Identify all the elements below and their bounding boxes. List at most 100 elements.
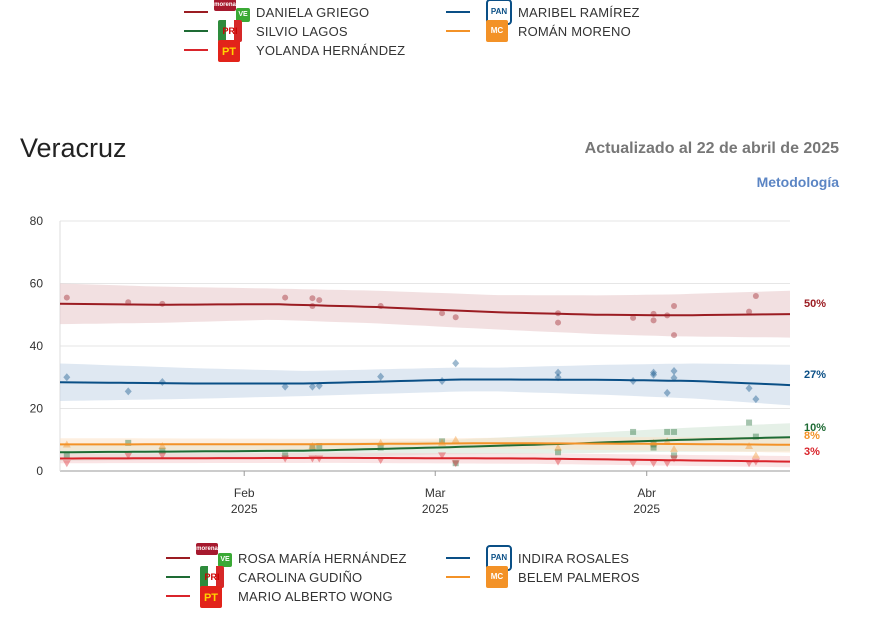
poll-point [282,452,289,459]
y-tick-label: 0 [36,464,43,478]
legend-item-mario-alberto-wong[interactable]: PT MARIO ALBERTO WONG [166,586,393,608]
trend-line-pri [59,436,791,454]
trend-line-morena [59,302,791,317]
party-logos: morena VE [196,543,232,567]
poll-point [663,460,672,468]
end-label-pt: 3% [804,446,820,458]
confidence-band-pan [60,363,790,406]
legend-line [184,49,208,51]
y-tick-label: 40 [30,339,44,353]
poll-point [670,455,679,463]
poll-point [554,458,563,466]
poll-point [629,460,638,468]
poll-point [309,295,316,302]
legend-item-roman-moreno[interactable]: MC ROMÁN MORENO [446,20,631,42]
legend-item-silvio-lagos[interactable]: PRI SILVIO LAGOS [184,20,348,42]
poll-point [752,433,759,440]
poll-point [125,439,132,446]
legend-item-yolanda-hernandez[interactable]: PT YOLANDA HERNÁNDEZ [184,40,405,62]
trend-line-pan [59,378,791,387]
confidence-band-mc [60,436,790,453]
poll-point [451,460,460,468]
legend-line [446,576,470,578]
legend-item-daniela-griego[interactable]: morena VE DANIELA GRIEGO [184,0,369,22]
poll-point [308,382,316,391]
party-logos: PRI [214,20,250,42]
pvem-logo: VE [218,553,232,567]
legend-label: SILVIO LAGOS [256,23,348,39]
poll-point [746,419,753,426]
y-tick-label: 60 [30,277,44,291]
poll-point [452,314,459,321]
end-label-pri: 10% [804,422,826,434]
party-logos: morena VE [214,0,250,22]
x-tick-year: 2025 [231,502,258,516]
poll-point [650,444,657,451]
legend-item-carolina-gudino[interactable]: PRI CAROLINA GUDIÑO [166,566,363,588]
legend-line [184,11,208,13]
poll-point [555,449,562,456]
legend-line [166,595,190,597]
updated-date: Actualizado al 22 de abril de 2025 [584,140,839,157]
end-label-mc: 8% [804,430,820,442]
y-tick-label: 80 [30,214,44,228]
poll-point [649,460,658,468]
poll-point [630,428,637,435]
poll-point [281,382,289,391]
pvem-logo: VE [236,8,250,22]
poll-point [751,451,760,459]
poll-point [671,303,678,309]
end-label-morena: 50% [804,298,826,310]
poll-point [308,442,317,449]
poll-point [650,370,658,379]
poll-point [124,452,133,460]
poll-point [63,452,70,459]
confidence-band-morena [60,283,790,338]
poll-point [663,388,671,397]
party-logos: MC [476,566,512,588]
poll-point [124,387,132,396]
poll-point [377,444,384,451]
legend-label: ROSA MARÍA HERNÁNDEZ [238,550,407,566]
legend-label: MARIO ALBERTO WONG [238,588,393,604]
legend-line [166,557,190,559]
party-logos: PRI [196,566,232,588]
poll-chart: 0 20 40 60 80 Feb 2025 Mar 2025 Abr 2025 50% 27% 10%8… [30,214,827,516]
y-tick-label: 20 [30,402,44,416]
poll-point [752,395,760,404]
legend-label: ROMÁN MORENO [518,23,631,39]
mc-logo: MC [486,20,508,42]
legend-line [446,30,470,32]
legend-label: CAROLINA GUDIÑO [238,569,363,585]
poll-point [555,319,562,326]
poll-point [650,317,657,324]
x-tick-year: 2025 [633,502,660,516]
end-label-pan: 27% [804,369,826,381]
poll-point [438,452,447,460]
party-logos: MC [476,20,512,42]
poll-point [63,373,71,382]
legend-item-belem-palmeros[interactable]: MC BELEM PALMEROS [446,566,640,588]
legend-item-indira-rosales[interactable]: PAN INDIRA ROSALES [446,545,629,571]
x-tick-label: Feb [234,486,255,500]
poll-point [282,294,289,301]
pt-logo: PT [218,40,240,62]
poll-point [316,297,323,304]
poll-point [439,438,446,445]
pt-logo: PT [200,586,222,608]
poll-point [745,442,754,449]
legend-item-rosa-maria-hernandez[interactable]: morena VE ROSA MARÍA HERNÁNDEZ [166,543,407,567]
morena-logo: morena [214,0,236,11]
x-tick-year: 2025 [422,502,449,516]
poll-point [309,444,316,451]
pri-logo: PRI [200,566,224,588]
poll-point [554,443,563,451]
morena-logo: morena [196,543,218,555]
legend-line [446,557,470,559]
methodology-link[interactable]: Metodología [756,174,839,190]
poll-point [670,367,678,375]
party-logos: PT [214,40,250,62]
poll-point [752,293,759,299]
poll-point [452,359,460,368]
poll-point [63,294,70,301]
